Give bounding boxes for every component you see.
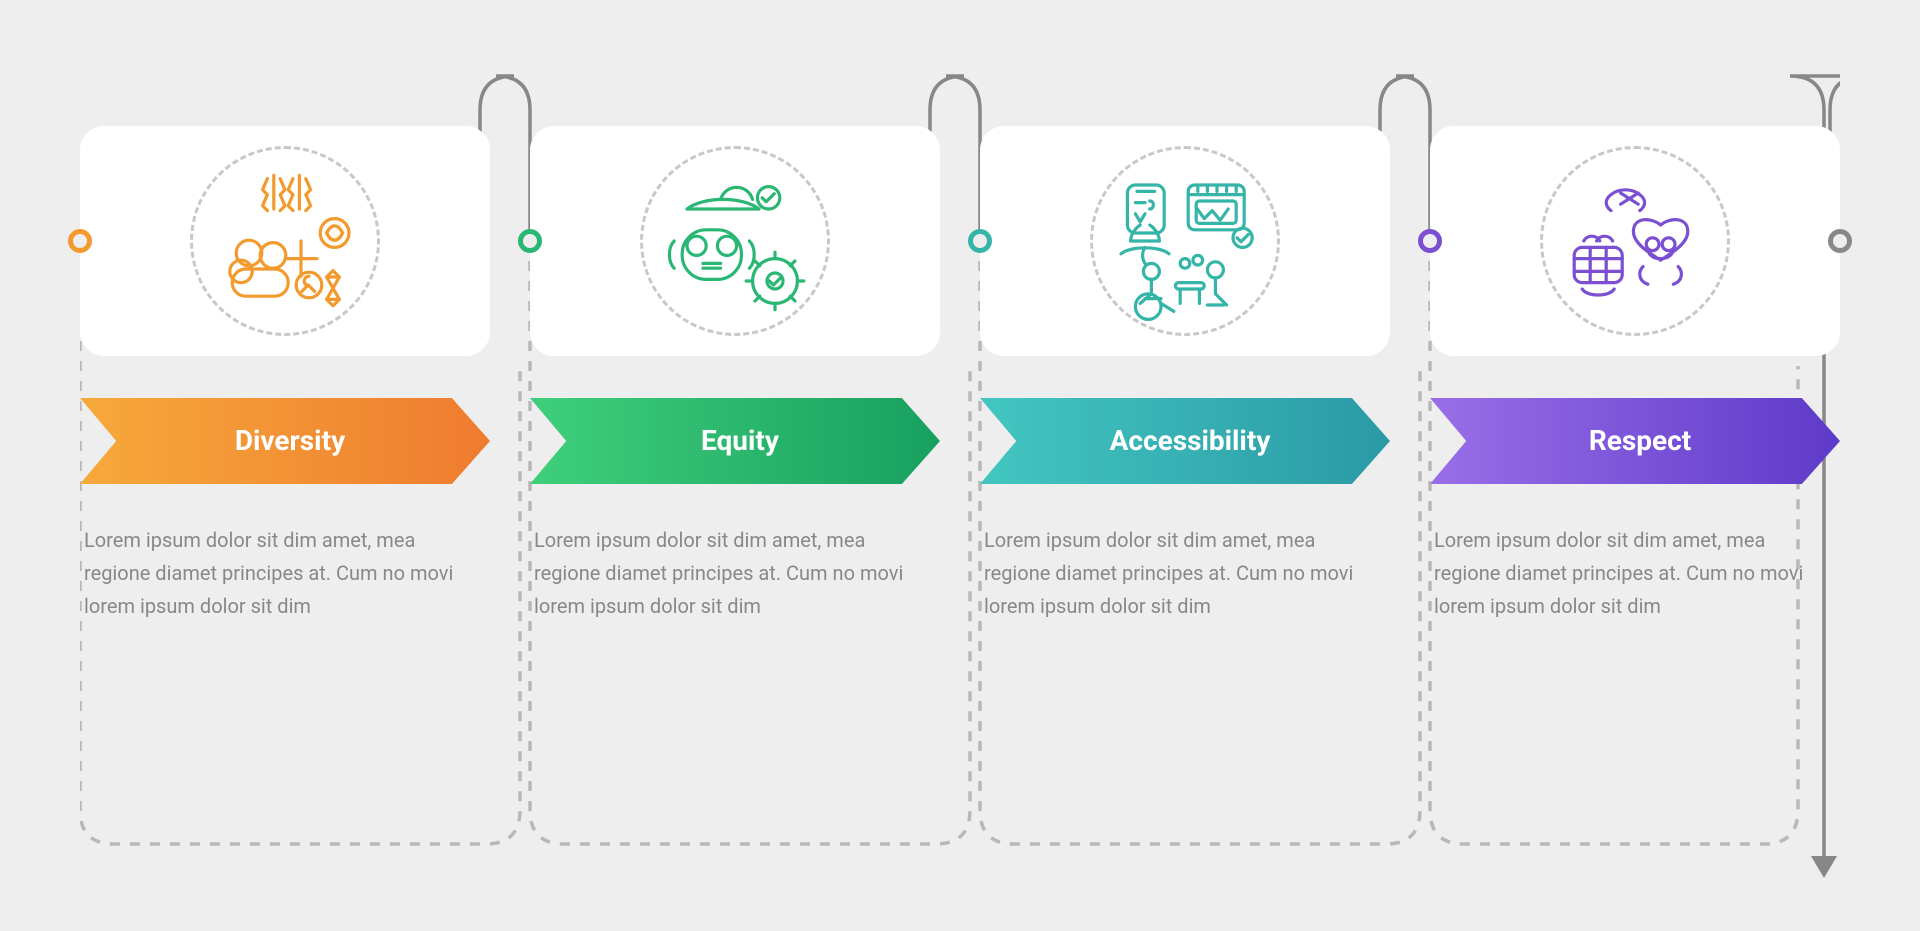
step-arrow: Equity — [530, 398, 940, 484]
step-card — [80, 126, 490, 356]
step-arrow: Diversity — [80, 398, 490, 484]
step-card — [980, 126, 1390, 356]
step-respect: Respect Lorem ipsum dolor sit dim amet, m… — [1430, 126, 1840, 623]
step-description: Lorem ipsum dolor sit dim amet, mea regi… — [530, 524, 940, 623]
step-description: Lorem ipsum dolor sit dim amet, mea regi… — [1430, 524, 1840, 623]
step-arrow: Respect — [1430, 398, 1840, 484]
step-dot — [1418, 229, 1442, 253]
step-label: Equity — [530, 398, 940, 484]
step-dot — [68, 229, 92, 253]
step-arrow: Accessibility — [980, 398, 1390, 484]
step-card — [1430, 126, 1840, 356]
equity-icon — [640, 146, 830, 336]
infographic-stage: Diversity Lorem ipsum dolor sit dim amet,… — [80, 56, 1840, 876]
step-description: Lorem ipsum dolor sit dim amet, mea regi… — [80, 524, 490, 623]
step-description: Lorem ipsum dolor sit dim amet, mea regi… — [980, 524, 1390, 623]
step-card — [530, 126, 940, 356]
arrow-down-icon — [1811, 856, 1837, 878]
step-label: Diversity — [80, 398, 490, 484]
step-equity: Equity Lorem ipsum dolor sit dim amet, me… — [530, 126, 940, 623]
respect-icon — [1540, 146, 1730, 336]
step-dot — [968, 229, 992, 253]
diversity-icon — [190, 146, 380, 336]
step-label: Respect — [1430, 398, 1840, 484]
step-accessibility: Accessibility Lorem ipsum dolor sit dim a… — [980, 126, 1390, 623]
step-label: Accessibility — [980, 398, 1390, 484]
end-dot — [1828, 229, 1852, 253]
step-diversity: Diversity Lorem ipsum dolor sit dim amet,… — [80, 126, 490, 623]
accessibility-icon — [1090, 146, 1280, 336]
step-dot — [518, 229, 542, 253]
